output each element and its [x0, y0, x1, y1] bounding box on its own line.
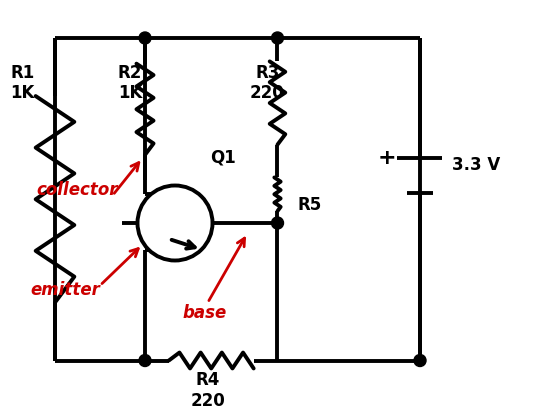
Text: R2
1K: R2 1K — [118, 64, 142, 102]
Text: collector: collector — [37, 181, 118, 199]
Text: R5: R5 — [298, 196, 322, 214]
Text: 3.3 V: 3.3 V — [452, 156, 501, 174]
Circle shape — [139, 32, 151, 44]
Text: Q1: Q1 — [210, 149, 236, 167]
Circle shape — [137, 186, 213, 260]
Text: +: + — [377, 148, 396, 168]
Text: emitter: emitter — [30, 281, 100, 300]
Circle shape — [271, 32, 283, 44]
Text: R4
220: R4 220 — [190, 371, 225, 410]
Text: base: base — [183, 304, 227, 322]
Circle shape — [139, 354, 151, 367]
Circle shape — [271, 217, 283, 229]
Text: R3
220: R3 220 — [250, 64, 285, 102]
Text: R1
1K: R1 1K — [10, 64, 35, 102]
Circle shape — [414, 354, 426, 367]
